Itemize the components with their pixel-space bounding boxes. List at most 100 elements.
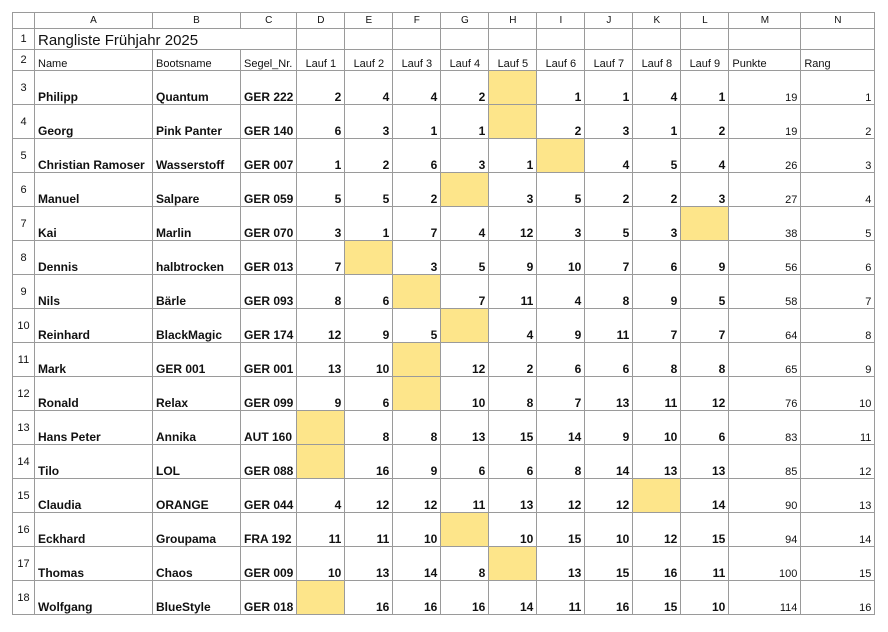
lauf-cell-4[interactable]: 3 [440, 138, 490, 173]
punkte-cell[interactable]: 56 [728, 240, 802, 275]
rang-cell[interactable]: 2 [800, 104, 876, 139]
lauf-cell-1[interactable]: 5 [296, 172, 346, 207]
punkte-cell[interactable]: 27 [728, 172, 802, 207]
column-letter-f[interactable]: F [392, 12, 442, 29]
lauf-cell-8[interactable]: 8 [632, 342, 682, 377]
lauf-cell-8[interactable]: 7 [632, 308, 682, 343]
name-cell[interactable]: Hans Peter [34, 410, 153, 445]
lauf-cell-2[interactable]: 4 [344, 70, 394, 105]
lauf-cell-9[interactable]: 8 [680, 342, 730, 377]
lauf-cell-3[interactable] [392, 342, 442, 377]
lauf-cell-8[interactable]: 3 [632, 206, 682, 241]
lauf-cell-9[interactable]: 7 [680, 308, 730, 343]
lauf-cell-8[interactable]: 10 [632, 410, 682, 445]
lauf-cell-8[interactable]: 1 [632, 104, 682, 139]
name-cell[interactable]: Claudia [34, 478, 153, 513]
lauf-cell-7[interactable]: 16 [584, 580, 634, 615]
column-letter-a[interactable]: A [34, 12, 153, 29]
punkte-cell[interactable]: 64 [728, 308, 802, 343]
sail-number-cell[interactable]: GER 059 [239, 172, 298, 207]
lauf-cell-1[interactable]: 1 [296, 138, 346, 173]
lauf-cell-3[interactable] [392, 376, 442, 411]
lauf-cell-1[interactable] [296, 444, 346, 479]
boat-cell[interactable]: BlueStyle [152, 580, 241, 615]
lauf-cell-2[interactable]: 6 [344, 274, 394, 309]
lauf-cell-9[interactable]: 2 [680, 104, 730, 139]
lauf-cell-2[interactable]: 5 [344, 172, 394, 207]
lauf-cell-1[interactable]: 3 [296, 206, 346, 241]
lauf-cell-1[interactable] [296, 410, 346, 445]
punkte-cell[interactable]: 100 [728, 546, 802, 581]
lauf-cell-8[interactable] [632, 478, 682, 513]
column-letter-e[interactable]: E [344, 12, 394, 29]
punkte-cell[interactable]: 19 [728, 70, 802, 105]
sail-number-cell[interactable]: GER 174 [239, 308, 298, 343]
lauf-cell-4[interactable]: 12 [440, 342, 490, 377]
lauf-cell-9[interactable]: 9 [680, 240, 730, 275]
lauf-cell-6[interactable]: 9 [536, 308, 586, 343]
boat-cell[interactable]: Annika [152, 410, 241, 445]
lauf-cell-4[interactable]: 7 [440, 274, 490, 309]
column-letter-n[interactable]: N [800, 12, 876, 29]
lauf-cell-7[interactable]: 14 [584, 444, 634, 479]
lauf-cell-9[interactable]: 12 [680, 376, 730, 411]
lauf-cell-4[interactable]: 11 [440, 478, 490, 513]
lauf-cell-4[interactable]: 13 [440, 410, 490, 445]
lauf-cell-5[interactable]: 4 [488, 308, 538, 343]
lauf-cell-3[interactable]: 6 [392, 138, 442, 173]
name-cell[interactable]: Ronald [34, 376, 153, 411]
lauf-cell-2[interactable]: 13 [344, 546, 394, 581]
lauf-cell-7[interactable]: 11 [584, 308, 634, 343]
sail-number-cell[interactable]: GER 070 [239, 206, 298, 241]
lauf-cell-4[interactable]: 5 [440, 240, 490, 275]
name-cell[interactable]: Tilo [34, 444, 153, 479]
sail-number-cell[interactable]: GER 088 [239, 444, 298, 479]
lauf-cell-1[interactable]: 13 [296, 342, 346, 377]
sail-number-cell[interactable]: GER 018 [239, 580, 298, 615]
lauf-cell-1[interactable]: 4 [296, 478, 346, 513]
lauf-cell-9[interactable]: 13 [680, 444, 730, 479]
lauf-cell-5[interactable]: 9 [488, 240, 538, 275]
lauf-cell-3[interactable]: 7 [392, 206, 442, 241]
column-letter-i[interactable]: I [536, 12, 586, 29]
lauf-cell-5[interactable] [488, 104, 538, 139]
lauf-cell-6[interactable]: 4 [536, 274, 586, 309]
boat-cell[interactable]: Quantum [152, 70, 241, 105]
boat-cell[interactable]: Bärle [152, 274, 241, 309]
punkte-cell[interactable]: 83 [728, 410, 802, 445]
lauf-cell-5[interactable]: 10 [488, 512, 538, 547]
lauf-cell-3[interactable]: 8 [392, 410, 442, 445]
lauf-cell-2[interactable]: 1 [344, 206, 394, 241]
lauf-cell-6[interactable]: 11 [536, 580, 586, 615]
lauf-cell-7[interactable]: 15 [584, 546, 634, 581]
lauf-cell-1[interactable]: 8 [296, 274, 346, 309]
punkte-cell[interactable]: 94 [728, 512, 802, 547]
sail-number-cell[interactable]: GER 093 [239, 274, 298, 309]
lauf-cell-9[interactable]: 10 [680, 580, 730, 615]
lauf-cell-3[interactable]: 1 [392, 104, 442, 139]
rang-cell[interactable]: 5 [800, 206, 876, 241]
lauf-cell-1[interactable]: 12 [296, 308, 346, 343]
lauf-cell-3[interactable]: 14 [392, 546, 442, 581]
lauf-cell-3[interactable] [392, 274, 442, 309]
column-letter-j[interactable]: J [584, 12, 634, 29]
rang-cell[interactable]: 3 [800, 138, 876, 173]
lauf-cell-2[interactable]: 2 [344, 138, 394, 173]
lauf-cell-2[interactable]: 16 [344, 580, 394, 615]
name-cell[interactable]: Wolfgang [34, 580, 153, 615]
lauf-cell-7[interactable]: 3 [584, 104, 634, 139]
lauf-cell-9[interactable]: 4 [680, 138, 730, 173]
boat-cell[interactable]: Relax [152, 376, 241, 411]
lauf-cell-3[interactable]: 12 [392, 478, 442, 513]
sail-number-cell[interactable]: GER 001 [239, 342, 298, 377]
rang-cell[interactable]: 11 [800, 410, 876, 445]
lauf-cell-9[interactable]: 14 [680, 478, 730, 513]
lauf-cell-2[interactable]: 9 [344, 308, 394, 343]
rang-cell[interactable]: 4 [800, 172, 876, 207]
lauf-cell-7[interactable]: 8 [584, 274, 634, 309]
lauf-cell-4[interactable]: 10 [440, 376, 490, 411]
lauf-cell-7[interactable]: 2 [584, 172, 634, 207]
rang-cell[interactable]: 12 [800, 444, 876, 479]
lauf-cell-3[interactable]: 10 [392, 512, 442, 547]
lauf-cell-5[interactable]: 13 [488, 478, 538, 513]
